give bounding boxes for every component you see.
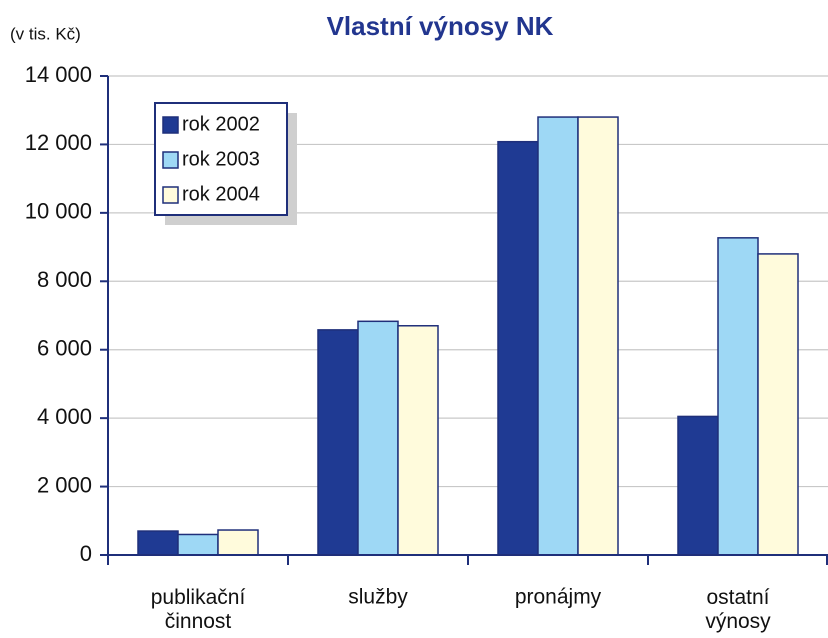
bar — [757, 253, 799, 556]
y-tick-label: 8 000 — [37, 267, 92, 292]
bar — [177, 533, 219, 556]
legend-swatch — [162, 151, 179, 169]
bar — [677, 415, 719, 556]
legend-label: rok 2003 — [182, 148, 260, 170]
bar — [577, 116, 619, 556]
bar — [357, 320, 399, 556]
bar — [717, 237, 759, 556]
bar — [497, 140, 539, 556]
y-tick-label: 0 — [80, 541, 92, 566]
x-tick-label: ostatní výnosy — [705, 586, 771, 633]
bar — [217, 529, 259, 556]
y-axis-label: (v tis. Kč) — [10, 24, 81, 43]
bar — [397, 325, 439, 556]
bar — [137, 530, 179, 556]
chart-title: Vlastní výnosy NK — [327, 11, 554, 41]
y-tick-label: 2 000 — [37, 472, 92, 497]
legend-swatch — [162, 116, 179, 134]
legend-label: rok 2004 — [182, 183, 260, 205]
legend-swatch — [162, 186, 179, 204]
y-tick-label: 14 000 — [25, 62, 92, 87]
bar — [537, 116, 579, 556]
legend-label: rok 2002 — [182, 113, 260, 135]
y-tick-label: 10 000 — [25, 199, 92, 224]
bar — [317, 329, 359, 556]
y-tick-label: 6 000 — [37, 336, 92, 361]
y-tick-label: 12 000 — [25, 130, 92, 155]
y-tick-label: 4 000 — [37, 404, 92, 429]
x-tick-label: publikační činnost — [151, 586, 246, 633]
x-tick-label: pronájmy — [515, 586, 602, 609]
x-tick-label: služby — [348, 586, 408, 609]
